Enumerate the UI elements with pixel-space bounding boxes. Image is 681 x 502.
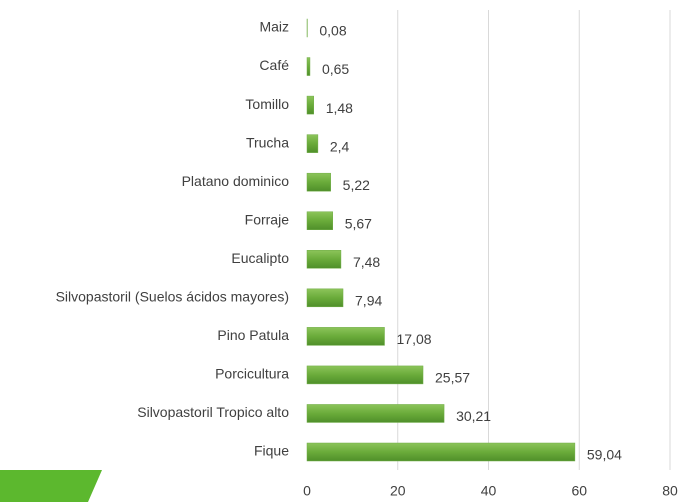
x-tick-label: 60 (571, 483, 587, 499)
bar (306, 365, 424, 385)
y-tick-label: Maiz (259, 19, 289, 35)
data-label: 7,48 (353, 254, 380, 270)
bar (306, 95, 314, 115)
y-tick-label: Café (259, 57, 289, 73)
x-tick-label: 80 (662, 483, 678, 499)
y-tick-label: Tomillo (245, 96, 289, 112)
bar (306, 134, 319, 153)
bar (306, 172, 331, 192)
y-tick-label: Eucalipto (231, 250, 289, 266)
data-label: 7,94 (355, 293, 382, 309)
data-label: 5,67 (345, 215, 372, 231)
bar (306, 327, 385, 346)
x-tick-label: 0 (303, 483, 311, 499)
y-tick-label: Forraje (245, 211, 290, 227)
y-tick-label: Porcicultura (215, 366, 289, 382)
y-tick-label: Silvopastoril (Suelos ácidos mayores) (56, 289, 289, 305)
data-label: 0,08 (319, 23, 346, 39)
y-tick-label: Trucha (246, 134, 289, 150)
y-tick-label: Pino Patula (217, 327, 289, 343)
data-label: 5,22 (343, 177, 370, 193)
bar (306, 404, 445, 423)
data-label: 0,65 (322, 61, 349, 77)
data-label: 59,04 (587, 447, 622, 463)
bar (306, 442, 576, 462)
data-label: 2,4 (330, 138, 350, 154)
x-tick-label: 40 (481, 483, 497, 499)
bar (306, 288, 344, 308)
data-label: 1,48 (326, 100, 353, 116)
bar (306, 57, 311, 76)
y-tick-label: Silvopastoril Tropico alto (137, 404, 289, 420)
bar (306, 211, 333, 230)
y-tick-label: Platano dominico (182, 173, 290, 189)
logo-shape (0, 470, 102, 502)
data-label: 25,57 (435, 370, 470, 386)
data-label: 17,08 (397, 331, 432, 347)
data-label: 30,21 (456, 408, 491, 424)
x-tick-label: 20 (390, 483, 406, 499)
bar (306, 250, 342, 269)
y-tick-label: Fique (254, 443, 289, 459)
